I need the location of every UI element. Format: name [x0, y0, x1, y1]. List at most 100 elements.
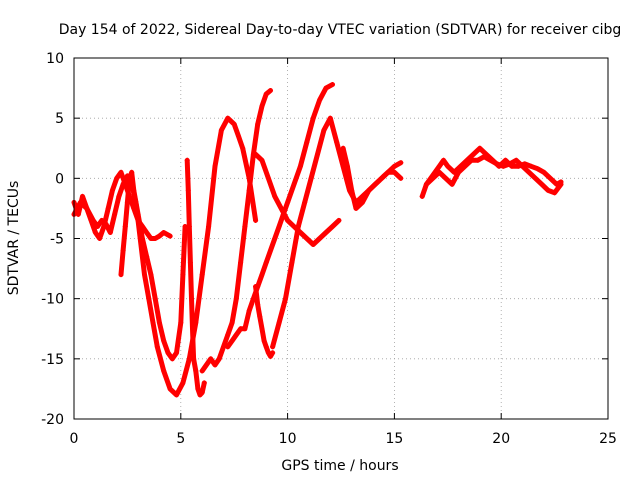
series-arc-3: [118, 169, 188, 362]
data-point: [135, 211, 141, 217]
data-point: [75, 211, 81, 217]
data-point: [289, 260, 295, 266]
data-point: [178, 320, 184, 326]
data-point: [295, 223, 301, 229]
data-point: [539, 181, 545, 187]
data-point: [165, 350, 171, 356]
data-point: [481, 154, 487, 160]
data-point: [253, 151, 259, 157]
x-axis-label: GPS time / hours: [281, 458, 398, 474]
data-point: [246, 187, 252, 193]
data-point: [184, 157, 190, 163]
data-point: [436, 169, 442, 175]
data-point: [129, 169, 135, 175]
data-point: [445, 163, 451, 169]
data-point: [419, 193, 425, 199]
data-point: [101, 223, 107, 229]
data-point: [532, 175, 538, 181]
data-point: [187, 260, 193, 266]
data-point: [161, 338, 167, 344]
data-point: [118, 169, 124, 175]
data-point: [259, 103, 265, 109]
data-point: [398, 175, 404, 181]
data-point: [340, 163, 346, 169]
data-point: [366, 187, 372, 193]
data-point: [285, 217, 291, 223]
data-point: [231, 121, 237, 127]
data-point: [212, 362, 218, 368]
data-point: [323, 85, 329, 91]
x-tick-label: 15: [385, 431, 403, 447]
data-point: [80, 193, 86, 199]
data-point: [263, 91, 269, 97]
data-point: [268, 353, 274, 359]
data-point: [302, 199, 308, 205]
data-point: [199, 390, 205, 396]
data-point: [344, 163, 350, 169]
data-point: [488, 157, 494, 163]
data-point: [259, 326, 265, 332]
data-point: [272, 193, 278, 199]
data-point: [180, 380, 186, 386]
x-tick-label: 0: [70, 431, 79, 447]
data-point: [88, 217, 94, 223]
data-point: [385, 169, 391, 175]
data-point: [212, 163, 218, 169]
data-point: [188, 296, 194, 302]
data-point: [174, 392, 180, 398]
data-point: [84, 205, 90, 211]
data-point: [477, 145, 483, 151]
data-point: [193, 368, 199, 374]
data-point: [270, 344, 276, 350]
data-point: [238, 326, 244, 332]
data-point: [109, 187, 115, 193]
data-point: [131, 187, 137, 193]
data-point: [167, 233, 173, 239]
data-point: [268, 248, 274, 254]
data-point: [265, 350, 271, 356]
data-point: [225, 332, 231, 338]
y-tick-label: -15: [41, 352, 64, 368]
data-point: [182, 223, 188, 229]
data-point: [541, 169, 547, 175]
data-point: [92, 229, 98, 235]
data-point: [114, 175, 120, 181]
data-point: [340, 145, 346, 151]
data-point: [327, 115, 333, 121]
data-point: [185, 187, 191, 193]
data-point: [206, 223, 212, 229]
data-point: [195, 386, 201, 392]
data-point: [462, 163, 468, 169]
data-point: [349, 187, 355, 193]
data-point: [379, 175, 385, 181]
data-point: [310, 115, 316, 121]
data-point: [156, 233, 162, 239]
data-point: [545, 187, 551, 193]
series-arc-12: [423, 154, 564, 196]
grid: [74, 58, 608, 419]
y-tick-label: -10: [41, 292, 64, 308]
data-point: [391, 163, 397, 169]
data-point: [317, 236, 323, 241]
data-point: [216, 356, 222, 362]
data-point: [359, 199, 365, 205]
data-point: [120, 248, 126, 254]
data-point: [105, 205, 111, 211]
data-point: [218, 127, 224, 133]
data-point: [265, 175, 271, 181]
data-point: [336, 217, 342, 223]
data-point: [304, 139, 310, 145]
data-point: [285, 199, 291, 205]
data-point: [552, 190, 558, 196]
y-tick-label: 5: [55, 111, 64, 127]
data-point: [154, 344, 160, 350]
data-point: [297, 163, 303, 169]
data-point: [372, 181, 378, 187]
data-point: [494, 161, 500, 167]
data-point: [475, 157, 481, 163]
data-point: [513, 157, 519, 163]
data-point: [116, 193, 122, 199]
data-point: [253, 284, 259, 290]
data-point: [152, 236, 158, 241]
data-point: [201, 380, 207, 386]
